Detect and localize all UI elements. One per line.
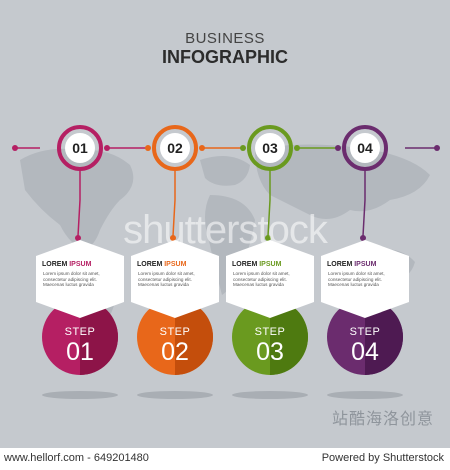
step-big-number: 04 [351, 338, 379, 366]
step-circle-half [80, 299, 118, 375]
step-card-body: Lorem ipsum dolor sit amet, consectetur … [43, 271, 100, 288]
step-card-title-part2: IPSUM [164, 261, 187, 268]
step-pointer [77, 169, 81, 237]
step-card-body: Lorem ipsum dolor sit amet, consectetur … [138, 271, 195, 288]
step-card [131, 240, 219, 318]
watermark: shutterstock [123, 208, 328, 252]
step-card-body: Lorem ipsum dolor sit amet, consectetur … [233, 271, 290, 288]
timeline-dot [145, 145, 151, 151]
step-pointer [362, 169, 366, 237]
step-pointer-dot [75, 235, 81, 241]
step-circle-half [365, 299, 403, 375]
timeline-dot [434, 145, 440, 151]
step-number: 03 [262, 140, 278, 156]
step-card [321, 240, 409, 318]
step-card-title-part2: IPSUM [354, 261, 377, 268]
step-card [36, 240, 124, 318]
timeline-dot [104, 145, 110, 151]
footer-right-text: Powered by Shutterstock [321, 452, 444, 464]
step-card-title-part1: LOREM [137, 261, 165, 268]
step-circle-half [270, 299, 308, 375]
footer-bar: www.hellorf.com - 649201480 Powered by S… [0, 448, 450, 470]
step-label: STEP [64, 326, 96, 338]
step-ring-inner [65, 133, 95, 163]
step-label: STEP [349, 326, 381, 338]
step-card-title-part2: IPSUM [69, 261, 92, 268]
timeline-dot [240, 145, 246, 151]
step-label: STEP [254, 326, 286, 338]
step-pointer-dot [170, 235, 176, 241]
step-card-title: LOREM IPSUM [327, 261, 407, 268]
step-pointer-dot [265, 235, 271, 241]
timeline-dot [335, 145, 341, 151]
step-card-title-part2: IPSUM [259, 261, 282, 268]
watermark-cn: 站酷海洛创意 [331, 409, 434, 428]
step-number: 01 [72, 140, 88, 156]
step-pointer [267, 169, 271, 237]
timeline-dot [294, 145, 300, 151]
timeline [12, 145, 440, 151]
header-title-line2: INFOGRAPHIC [162, 47, 288, 67]
step-circle-half [175, 299, 213, 375]
step-big-number: 01 [66, 338, 94, 366]
timeline-dot [199, 145, 205, 151]
step-number: 02 [167, 140, 183, 156]
step-ring-inner [160, 133, 190, 163]
step-shadow [42, 391, 118, 399]
step-card-body: Lorem ipsum dolor sit amet, consectetur … [328, 271, 385, 288]
infographic-graphics [12, 125, 440, 399]
step-big-number: 02 [161, 338, 189, 366]
step-ring-inner [255, 133, 285, 163]
step-card-title: LOREM IPSUM [137, 261, 217, 268]
step-shadow [232, 391, 308, 399]
step-label: STEP [159, 326, 191, 338]
step-shadow [327, 391, 403, 399]
step-card [226, 240, 314, 318]
timeline-dot [12, 145, 18, 151]
infographic-canvas: BUSINESS INFOGRAPHIC 01 LOREM IPSUM Lorem … [0, 0, 450, 448]
step-card-title: LOREM IPSUM [232, 261, 312, 268]
step-big-number: 03 [256, 338, 284, 366]
step-card-title-part1: LOREM [327, 261, 355, 268]
step-pointer-dot [360, 235, 366, 241]
step-ring-inner [350, 133, 380, 163]
step-pointer [172, 169, 176, 237]
header-title-line1: BUSINESS [185, 30, 265, 47]
step-card-title: LOREM IPSUM [42, 261, 122, 268]
footer-left-text: www.hellorf.com - 649201480 [4, 452, 149, 464]
step-shadow [137, 391, 213, 399]
step-shapes [36, 125, 409, 399]
step-card-title-part1: LOREM [42, 261, 70, 268]
step-card-title-part1: LOREM [232, 261, 260, 268]
step-number: 04 [357, 140, 373, 156]
